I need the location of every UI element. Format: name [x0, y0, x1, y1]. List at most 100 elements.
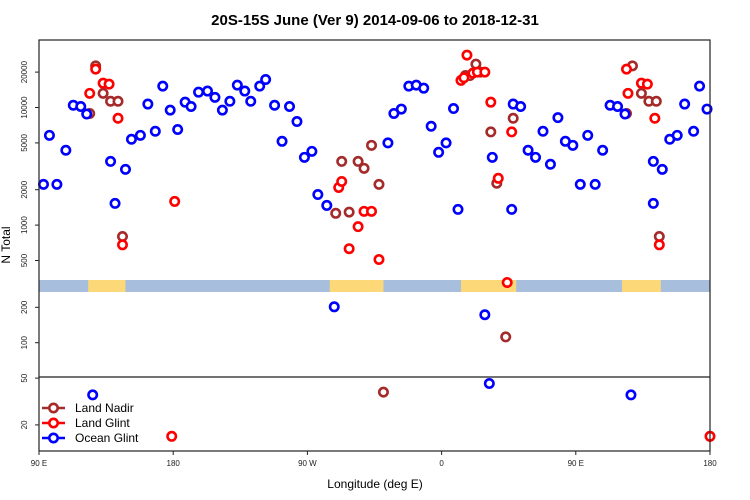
- data-point: [625, 389, 637, 401]
- series-land-glint: [84, 49, 716, 442]
- plot-frame: [38, 39, 711, 452]
- data-point: [492, 172, 504, 184]
- data-point: [694, 80, 706, 92]
- x-tick-label: 90 E: [568, 459, 584, 468]
- y-tick-label: 2000: [20, 180, 29, 198]
- data-point: [515, 100, 527, 112]
- data-point: [119, 163, 131, 175]
- data-point: [60, 144, 72, 156]
- data-point: [209, 91, 221, 103]
- data-point: [656, 163, 668, 175]
- data-point: [291, 116, 303, 128]
- data-point: [485, 126, 497, 138]
- data-point: [440, 137, 452, 149]
- data-point: [37, 178, 49, 190]
- data-point: [97, 87, 109, 99]
- data-point: [688, 125, 700, 137]
- data-point: [635, 87, 647, 99]
- data-point: [352, 221, 364, 233]
- data-point: [142, 98, 154, 110]
- data-point: [343, 243, 355, 255]
- data-point: [336, 175, 348, 187]
- data-point: [647, 197, 659, 209]
- data-point: [231, 79, 243, 91]
- data-point: [164, 104, 176, 116]
- data-point: [373, 253, 385, 265]
- data-point: [377, 386, 389, 398]
- data-point: [193, 86, 205, 98]
- x-axis-label: Longitude (deg E): [327, 477, 422, 491]
- data-point: [650, 95, 662, 107]
- data-point: [647, 155, 659, 167]
- data-point: [172, 124, 184, 136]
- data-point: [589, 178, 601, 190]
- data-point: [239, 85, 251, 97]
- data-point: [306, 145, 318, 157]
- data-point: [458, 72, 470, 84]
- data-point: [448, 103, 460, 115]
- data-point: [336, 155, 348, 167]
- data-point: [330, 207, 342, 219]
- y-tick-label: 50: [20, 373, 29, 382]
- y-tick-label: 10000: [20, 96, 29, 119]
- data-point: [87, 389, 99, 401]
- data-point: [522, 144, 534, 156]
- data-point: [366, 205, 378, 217]
- data-point: [312, 189, 324, 201]
- data-point: [452, 203, 464, 215]
- data-point: [185, 100, 197, 112]
- data-point: [343, 206, 355, 218]
- data-point: [84, 87, 96, 99]
- data-point: [112, 112, 124, 124]
- data-point: [81, 108, 93, 120]
- data-point: [671, 129, 683, 141]
- data-point: [461, 49, 473, 61]
- x-tick-label: 90 E: [31, 459, 47, 468]
- data-point: [224, 95, 236, 107]
- data-point: [276, 135, 288, 147]
- data-point: [622, 87, 634, 99]
- data-point: [619, 108, 631, 120]
- data-point: [500, 331, 512, 343]
- data-point: [433, 146, 445, 158]
- legend-label: Land Glint: [75, 416, 130, 430]
- land-segment: [622, 280, 661, 292]
- data-point: [382, 137, 394, 149]
- data-point: [507, 112, 519, 124]
- legend-label: Ocean Glint: [75, 431, 139, 445]
- legend-marker: [47, 432, 59, 444]
- data-point: [597, 144, 609, 156]
- y-axis-label: N Total: [0, 226, 13, 263]
- y-tick-label: 20000: [20, 60, 29, 83]
- y-tick-label: 100: [20, 335, 29, 349]
- data-point: [328, 301, 340, 313]
- data-point: [679, 98, 691, 110]
- data-point: [75, 100, 87, 112]
- data-point: [373, 178, 385, 190]
- data-point: [358, 162, 370, 174]
- y-tick-label: 20: [20, 420, 29, 429]
- data-point: [641, 78, 653, 90]
- x-tick-label: 0: [439, 459, 444, 468]
- data-point: [43, 129, 55, 141]
- data-point: [134, 129, 146, 141]
- land-segment: [329, 280, 384, 292]
- data-point: [486, 151, 498, 163]
- y-axis: 20000 10000 5000 2000 1000 500 200 100 50 20: [20, 60, 39, 429]
- x-tick-label: 180: [167, 459, 181, 468]
- data-point: [269, 99, 281, 111]
- series-ocean-glint: [37, 74, 713, 401]
- data-point: [537, 125, 549, 137]
- legend-marker: [47, 417, 59, 429]
- land-ocean-strip: [39, 280, 710, 292]
- x-tick-label: 90 W: [298, 459, 317, 468]
- chart-title: 20S-15S June (Ver 9) 2014-09-06 to 2018-…: [211, 12, 539, 29]
- y-tick-label: 200: [20, 300, 29, 314]
- data-point: [612, 100, 624, 112]
- data-point: [51, 178, 63, 190]
- legend-marker: [47, 402, 59, 414]
- data-point: [157, 80, 169, 92]
- data-point: [169, 195, 181, 207]
- data-point: [552, 112, 564, 124]
